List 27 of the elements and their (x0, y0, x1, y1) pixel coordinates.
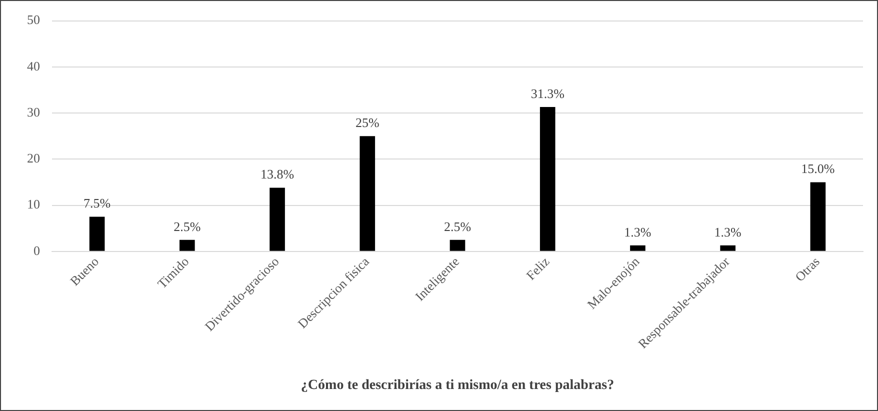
bar (630, 245, 646, 251)
x-axis-title: ¿Cómo te describirías a ti mismo/a en tres palabras? (300, 378, 614, 394)
y-tick-label: 40 (27, 58, 40, 74)
data-label: 7.5% (84, 196, 111, 211)
bar (540, 107, 556, 251)
y-tick-label: 10 (27, 196, 40, 212)
bar (810, 182, 826, 251)
x-tick-label: Feliz (523, 254, 552, 283)
bar (450, 240, 466, 251)
bar (89, 216, 105, 251)
data-label: 31.3% (530, 86, 565, 101)
y-tick-label: 20 (27, 150, 40, 166)
bar (360, 136, 376, 251)
bar (270, 188, 285, 251)
bar (180, 240, 195, 251)
data-label: 15.0% (801, 161, 835, 176)
y-tick-label: 50 (27, 12, 40, 28)
y-tick-label: 30 (27, 104, 40, 120)
y-tick-label: 0 (34, 242, 40, 258)
data-label: 25% (355, 115, 380, 130)
data-label: 1.3% (624, 224, 652, 240)
data-label: 2.5% (174, 218, 201, 234)
data-label: 2.5% (444, 218, 472, 234)
data-label: 1.3% (714, 224, 742, 240)
bar (720, 245, 736, 251)
x-tick-label: Otras (792, 254, 822, 284)
data-label: 13.8% (260, 166, 294, 182)
